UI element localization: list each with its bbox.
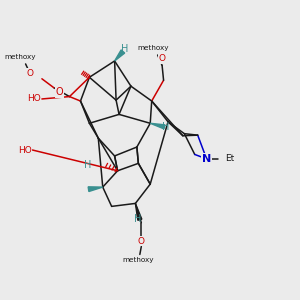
Text: HO: HO [18,146,32,154]
Text: O: O [26,69,34,78]
Text: methoxy: methoxy [5,54,36,60]
Text: O: O [138,237,145,246]
Text: O: O [159,54,166,63]
Polygon shape [150,123,165,129]
Text: H: H [162,122,169,132]
Text: HO: HO [27,94,41,103]
Text: H: H [84,160,91,170]
Polygon shape [135,203,142,220]
Text: O: O [56,87,64,97]
Polygon shape [115,50,125,61]
Text: H: H [134,214,141,224]
Text: methoxy: methoxy [137,45,169,51]
Text: N: N [202,154,211,164]
Text: Et: Et [225,154,234,164]
Polygon shape [88,187,103,191]
Text: H: H [121,44,128,54]
Text: methoxy: methoxy [123,257,154,263]
